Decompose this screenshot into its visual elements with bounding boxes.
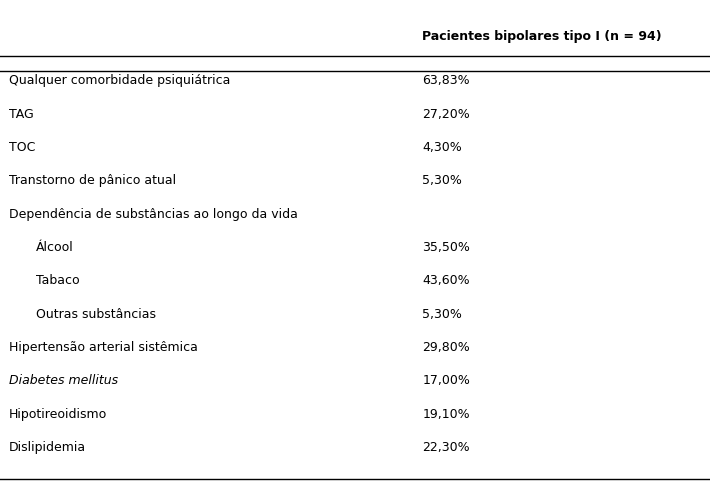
Text: 63,83%: 63,83% xyxy=(422,74,470,87)
Text: 5,30%: 5,30% xyxy=(422,174,462,187)
Text: 5,30%: 5,30% xyxy=(422,308,462,320)
Text: 29,80%: 29,80% xyxy=(422,341,470,354)
Text: 43,60%: 43,60% xyxy=(422,274,470,287)
Text: Dependência de substâncias ao longo da vida: Dependência de substâncias ao longo da v… xyxy=(9,208,298,220)
Text: 17,00%: 17,00% xyxy=(422,374,470,387)
Text: Hipertensão arterial sistêmica: Hipertensão arterial sistêmica xyxy=(9,341,198,354)
Text: Álcool: Álcool xyxy=(36,241,74,254)
Text: Hipotireoidismo: Hipotireoidismo xyxy=(9,408,107,420)
Text: Diabetes mellitus: Diabetes mellitus xyxy=(9,374,119,387)
Text: Qualquer comorbidade psiquiátrica: Qualquer comorbidade psiquiátrica xyxy=(9,74,231,87)
Text: 27,20%: 27,20% xyxy=(422,108,470,121)
Text: Tabaco: Tabaco xyxy=(36,274,80,287)
Text: Pacientes bipolares tipo I (n = 94): Pacientes bipolares tipo I (n = 94) xyxy=(422,30,662,43)
Text: Outras substâncias: Outras substâncias xyxy=(36,308,156,320)
Text: TOC: TOC xyxy=(9,141,36,154)
Text: Transtorno de pânico atual: Transtorno de pânico atual xyxy=(9,174,176,187)
Text: 4,30%: 4,30% xyxy=(422,141,462,154)
Text: 19,10%: 19,10% xyxy=(422,408,470,420)
Text: 22,30%: 22,30% xyxy=(422,441,470,454)
Text: 35,50%: 35,50% xyxy=(422,241,470,254)
Text: Dislipidemia: Dislipidemia xyxy=(9,441,87,454)
Text: TAG: TAG xyxy=(9,108,34,121)
